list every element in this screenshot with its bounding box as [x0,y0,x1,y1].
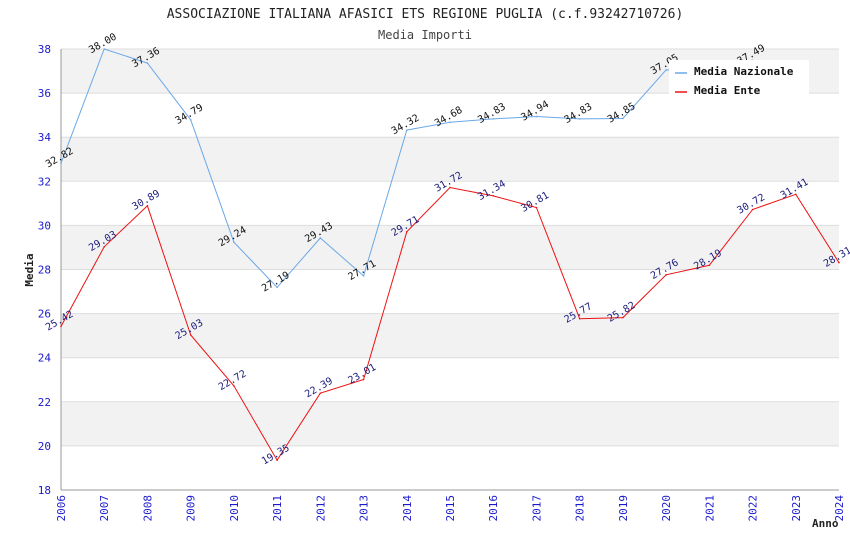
grid-band [61,181,839,226]
data-point [622,117,624,120]
x-tick-label: 2023 [790,495,803,522]
x-tick-label: 2018 [574,495,587,522]
data-point [405,129,408,131]
data-point [578,317,581,320]
data-point [60,162,62,165]
data-point [578,118,581,120]
data-point [751,208,754,211]
x-tick-label: 2011 [271,495,284,522]
data-point [492,118,495,120]
x-tick-label: 2007 [98,495,111,522]
y-tick-label: 20 [38,440,51,453]
data-point [60,325,62,328]
y-tick-label: 24 [38,352,52,365]
data-point [405,230,408,233]
data-point [189,334,192,336]
y-tick-label: 32 [38,175,51,188]
data-point [535,115,538,118]
data-point [492,195,495,197]
x-tick-label: 2016 [487,495,500,522]
x-tick-label: 2014 [401,495,414,522]
y-tick-label: 36 [38,87,51,100]
x-axis-label: Anno [812,517,839,530]
x-tick-label: 2008 [141,495,154,522]
data-point [535,206,538,209]
data-point [319,237,322,239]
data-point [362,378,365,381]
background-bands [61,49,839,490]
data-point [189,118,192,121]
data-point [319,392,322,395]
data-point [276,286,278,289]
data-point [276,459,278,462]
chart-title: ASSOCIAZIONE ITALIANA AFASICI ETS REGION… [167,7,684,22]
legend-label-media-ente: Media Ente [694,84,761,97]
data-point [622,316,624,319]
x-tick-label: 2009 [185,495,198,522]
y-axis-label: Media [23,253,36,286]
y-tick-label: 38 [38,43,51,56]
grid-band [61,93,839,138]
y-tick-label: 26 [38,308,51,321]
grid-band [61,269,839,314]
data-point [103,48,106,50]
x-tick-label: 2017 [530,495,543,522]
chart-subtitle: Media Importi [378,28,472,42]
grid-band [61,137,839,182]
x-tick-label: 2006 [55,495,68,522]
data-point [233,241,235,243]
legend-box [669,60,809,96]
data-point [794,193,797,196]
y-tick-label: 18 [38,484,51,497]
y-tick-label: 22 [38,396,51,409]
data-point [233,385,235,387]
data-point [146,204,149,207]
x-tick-label: 2024 [833,495,846,522]
data-point [838,261,840,264]
y-tick-labels: 18 20 22 24 26 28 30 32 34 36 38 [38,43,52,497]
data-point [665,69,667,71]
legend: Media Nazionale Media Ente [669,60,809,97]
x-tick-label: 2022 [747,495,760,522]
x-tick-label: 2010 [228,495,241,522]
x-tick-label: 2019 [617,495,630,522]
data-point [362,275,365,277]
grid-band [61,445,839,490]
data-point [449,186,451,189]
x-tick-label: 2015 [444,495,457,522]
x-tick-label: 2012 [314,495,327,522]
data-point [449,121,451,124]
data-point [665,273,667,276]
x-tick-label: 2013 [358,495,371,522]
y-tick-label: 30 [38,219,51,232]
y-tick-label: 28 [38,264,51,277]
grid-band [61,401,839,446]
data-point [146,62,149,64]
series-lines [60,48,840,462]
grid-band [61,225,839,270]
x-tick-labels: 2006 2007 2008 2009 2010 2011 2012 2013 2014 2015… [55,495,846,522]
y-tick-label: 34 [38,131,52,144]
grid-band [61,357,839,402]
x-tick-label: 2021 [703,495,716,522]
data-point [103,245,106,248]
legend-label-media-nazionale: Media Nazionale [694,65,794,78]
x-tick-label: 2020 [660,495,673,522]
data-point [708,264,711,267]
